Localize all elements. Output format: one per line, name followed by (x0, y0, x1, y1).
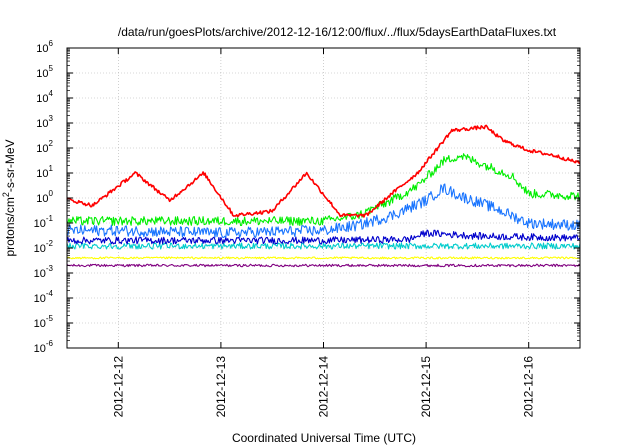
y-tick-label: 100 (36, 189, 53, 205)
y-tick-label: 10-4 (34, 289, 54, 305)
chart-title: /data/run/goesPlots/archive/2012-12-16/1… (118, 25, 557, 39)
x-tick-label: 2012-12-14 (317, 356, 331, 418)
y-tick-label: 10-5 (34, 314, 54, 330)
x-tick-label: 2012-12-13 (214, 356, 228, 418)
x-tick-label: 2012-12-15 (419, 356, 433, 418)
grid-lines (67, 47, 580, 349)
x-tick-label: 2012-12-12 (111, 356, 125, 418)
series-layer (66, 124, 581, 268)
y-tick-label: 10-2 (34, 239, 54, 255)
series-line (66, 229, 581, 245)
y-axis-label: protons/cm2-s-sr-MeV (1, 139, 17, 256)
series-line (66, 256, 581, 260)
y-tick-label: 102 (36, 139, 53, 155)
series-line (66, 263, 581, 268)
x-axis-label: Coordinated Universal Time (UTC) (232, 431, 416, 445)
x-tick-label: 2012-12-16 (522, 356, 536, 418)
y-tick-label: 104 (36, 89, 53, 105)
y-tick-label: 10-3 (34, 264, 54, 280)
series-line (66, 124, 581, 218)
y-tick-label: 105 (36, 64, 53, 80)
y-tick-label: 10-1 (34, 214, 54, 230)
series-line (66, 183, 581, 239)
y-tick-label: 106 (36, 39, 53, 55)
series-line (66, 153, 581, 227)
y-tick-label: 103 (36, 114, 53, 130)
series-line (66, 242, 581, 250)
y-tick-label: 101 (36, 164, 53, 180)
y-tick-label: 10-6 (34, 339, 54, 355)
